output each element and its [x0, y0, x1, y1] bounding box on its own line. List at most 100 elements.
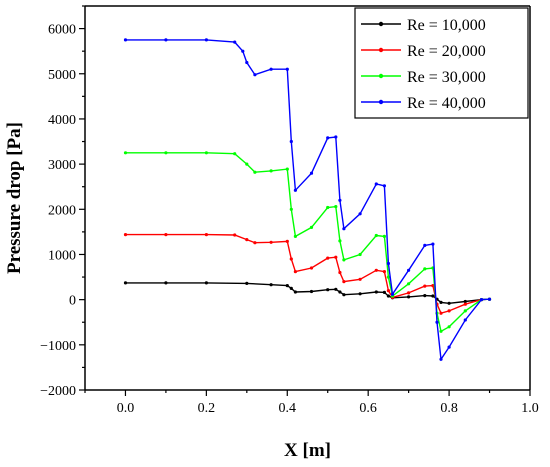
data-point — [338, 198, 342, 202]
data-point — [285, 167, 289, 171]
data-point — [342, 293, 346, 297]
data-point — [423, 243, 427, 247]
data-point — [338, 290, 342, 294]
data-point — [463, 309, 467, 313]
data-point — [447, 301, 451, 305]
legend-box — [354, 7, 529, 119]
data-point — [358, 212, 362, 216]
x-tick-label: 0.0 — [117, 401, 135, 416]
data-point — [253, 170, 257, 174]
data-point — [326, 256, 330, 260]
data-point — [285, 284, 289, 288]
y-tick-label: 5000 — [48, 68, 76, 83]
y-tick-label: 6000 — [48, 23, 76, 38]
legend-marker — [378, 73, 384, 79]
data-point — [289, 207, 293, 211]
data-point — [293, 290, 297, 294]
legend: Re = 10,000 Re = 20,000 Re = 30,000 Re = 40… — [354, 7, 529, 119]
data-point — [463, 318, 467, 322]
y-tick-label: −2000 — [40, 384, 76, 399]
data-point — [487, 297, 492, 301]
x-tick-label: 0.8 — [440, 401, 458, 416]
data-point — [289, 286, 293, 290]
data-point — [431, 242, 435, 246]
data-point — [253, 73, 257, 77]
data-point — [204, 281, 208, 285]
legend-label: Re = 40,000 — [407, 95, 486, 112]
series-4 — [123, 38, 492, 362]
data-point — [285, 67, 289, 71]
data-point — [233, 152, 237, 156]
data-point — [431, 294, 435, 298]
legend-label: Re = 30,000 — [407, 69, 486, 86]
data-point — [390, 292, 395, 296]
data-point — [407, 291, 411, 295]
data-point — [123, 281, 128, 285]
data-point — [386, 261, 390, 266]
data-point — [123, 38, 128, 42]
y-axis-title: Pressure drop [Pa] — [4, 122, 25, 274]
data-point — [269, 67, 273, 71]
y-tick-label: −1000 — [40, 339, 76, 354]
data-point — [386, 289, 390, 293]
data-point — [386, 294, 390, 298]
data-point — [293, 270, 297, 274]
data-point — [326, 288, 330, 292]
data-point — [309, 171, 314, 175]
data-point — [269, 169, 273, 173]
legend-marker — [378, 21, 384, 27]
data-point — [338, 270, 342, 275]
data-point — [374, 182, 378, 186]
data-point — [463, 302, 467, 306]
data-point — [204, 151, 208, 155]
data-point — [245, 238, 249, 242]
data-point — [245, 281, 249, 285]
data-point — [164, 233, 168, 237]
data-point — [164, 281, 168, 285]
data-point — [435, 320, 439, 324]
data-point — [439, 311, 443, 315]
axes: 0.0 0.2 0.4 0.6 0.8 1.0 −2000 −1000 0 1000 2000 300… — [40, 5, 539, 416]
x-tick-label: 0.6 — [359, 401, 377, 416]
data-point — [431, 284, 435, 288]
series-layer — [123, 38, 492, 362]
data-point — [334, 205, 338, 209]
data-point — [358, 252, 362, 257]
data-point — [326, 136, 330, 140]
data-point — [233, 233, 237, 237]
data-point — [233, 40, 237, 44]
series-line — [125, 152, 490, 333]
data-point — [423, 267, 427, 271]
data-point — [407, 295, 411, 299]
data-point — [309, 289, 314, 294]
data-point — [374, 290, 378, 294]
x-tick-label: 0.4 — [279, 401, 297, 416]
data-point — [293, 234, 297, 238]
data-point — [326, 205, 330, 210]
data-point — [289, 257, 293, 261]
legend-marker — [378, 99, 384, 105]
data-point — [241, 49, 245, 53]
data-point — [407, 268, 411, 272]
x-tick-label: 1.0 — [521, 401, 539, 416]
data-point — [245, 60, 249, 65]
data-point — [123, 233, 128, 237]
y-tick-label: 1000 — [48, 248, 76, 263]
data-point — [447, 325, 451, 329]
y-tick-label: 4000 — [48, 113, 76, 128]
data-point — [374, 268, 378, 272]
data-point — [423, 294, 427, 298]
data-point — [293, 188, 297, 192]
data-point — [342, 280, 346, 284]
data-point — [253, 241, 257, 245]
data-point — [382, 270, 386, 274]
data-point — [439, 329, 443, 333]
legend-marker — [378, 47, 384, 53]
y-tick-label: 3000 — [48, 158, 76, 173]
data-point — [334, 255, 338, 259]
data-point — [289, 139, 293, 144]
data-point — [374, 233, 378, 238]
data-point — [407, 282, 411, 286]
data-point — [463, 299, 467, 304]
